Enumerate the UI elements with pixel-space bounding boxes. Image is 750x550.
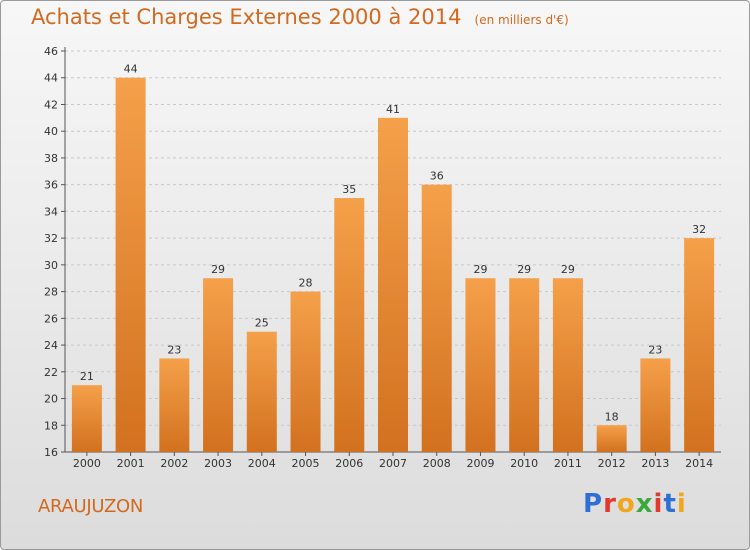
bar-2010[interactable]	[509, 278, 540, 452]
bar-2002[interactable]	[159, 358, 190, 452]
data-label: 44	[124, 63, 138, 76]
logo-letter: x	[635, 489, 654, 519]
y-tick-label: 30	[44, 259, 58, 272]
y-tick-label: 46	[44, 45, 58, 58]
x-tick-label: 2013	[641, 457, 669, 470]
bars	[71, 77, 715, 452]
bar-2013[interactable]	[640, 358, 671, 452]
y-tick-label: 18	[44, 419, 58, 432]
x-tick-label: 2005	[292, 457, 320, 470]
chart-subtitle: (en milliers d'€)	[474, 13, 569, 27]
x-tick-label: 2001	[117, 457, 145, 470]
data-label: 18	[605, 410, 619, 423]
data-label: 29	[211, 263, 225, 276]
logo-letter: i	[653, 489, 664, 519]
x-tick-label: 2008	[423, 457, 451, 470]
y-tick-label: 26	[44, 312, 58, 325]
bar-2004[interactable]	[246, 331, 277, 452]
proxiti-logo[interactable]: Proxiti	[583, 489, 687, 519]
data-label: 32	[692, 223, 706, 236]
y-tick-label: 36	[44, 179, 58, 192]
bar-2005[interactable]	[290, 291, 321, 452]
data-label: 29	[517, 263, 531, 276]
data-label: 23	[648, 343, 662, 356]
bar-2008[interactable]	[421, 184, 452, 452]
logo-letter: t	[663, 489, 677, 519]
chart-title-block: Achats et Charges Externes 2000 à 2014 (…	[31, 5, 569, 29]
x-tick-label: 2006	[335, 457, 363, 470]
y-tick-label: 28	[44, 286, 58, 299]
y-tick-label: 20	[44, 393, 58, 406]
x-tick-label: 2011	[554, 457, 582, 470]
chart-title: Achats et Charges Externes 2000 à 2014	[31, 5, 462, 29]
x-tick-label: 2004	[248, 457, 276, 470]
x-tick-label: 2003	[204, 457, 232, 470]
bar-2007[interactable]	[378, 117, 408, 452]
x-tick-label: 2002	[160, 457, 188, 470]
logo-letter: r	[603, 489, 617, 519]
x-tick-label: 2007	[379, 457, 407, 470]
data-label: 41	[386, 103, 400, 116]
y-tick-label: 22	[44, 366, 58, 379]
y-tick-label: 16	[44, 446, 58, 459]
data-label: 35	[342, 183, 356, 196]
commune-name: ARAUJUZON	[38, 496, 144, 517]
x-tick-label: 2000	[73, 457, 101, 470]
y-tick-label: 34	[44, 205, 58, 218]
data-label: 21	[80, 370, 94, 383]
y-tick-label: 42	[44, 98, 58, 111]
logo-letter: i	[676, 489, 687, 519]
bar-2009[interactable]	[465, 278, 496, 452]
bar-2003[interactable]	[203, 278, 234, 452]
labels: 2000 21 2001 44 2002 23 2003 29 2004 25 2005 28 2006…	[73, 63, 713, 470]
data-label: 25	[255, 317, 269, 330]
data-label: 29	[561, 263, 575, 276]
y-tick-label: 38	[44, 152, 58, 165]
bar-2014[interactable]	[684, 238, 715, 452]
y-tick-label: 40	[44, 125, 58, 138]
bar-2000[interactable]	[71, 385, 102, 452]
data-label: 29	[473, 263, 487, 276]
y-tick-label: 32	[44, 232, 58, 245]
data-label: 36	[430, 170, 444, 183]
x-tick-label: 2010	[510, 457, 538, 470]
x-tick-label: 2012	[598, 457, 626, 470]
bar-2012[interactable]	[596, 425, 627, 452]
y-tick-label: 44	[44, 72, 58, 85]
x-tick-label: 2009	[466, 457, 494, 470]
x-tick-label: 2014	[685, 457, 713, 470]
logo-letter: o	[616, 489, 636, 519]
y-tick-label: 24	[44, 339, 58, 352]
data-label: 23	[167, 343, 181, 356]
bar-2011[interactable]	[552, 278, 583, 452]
bar-2001[interactable]	[115, 77, 146, 452]
logo-letter: P	[583, 489, 604, 519]
bar-2006[interactable]	[334, 198, 365, 452]
data-label: 28	[299, 277, 313, 290]
